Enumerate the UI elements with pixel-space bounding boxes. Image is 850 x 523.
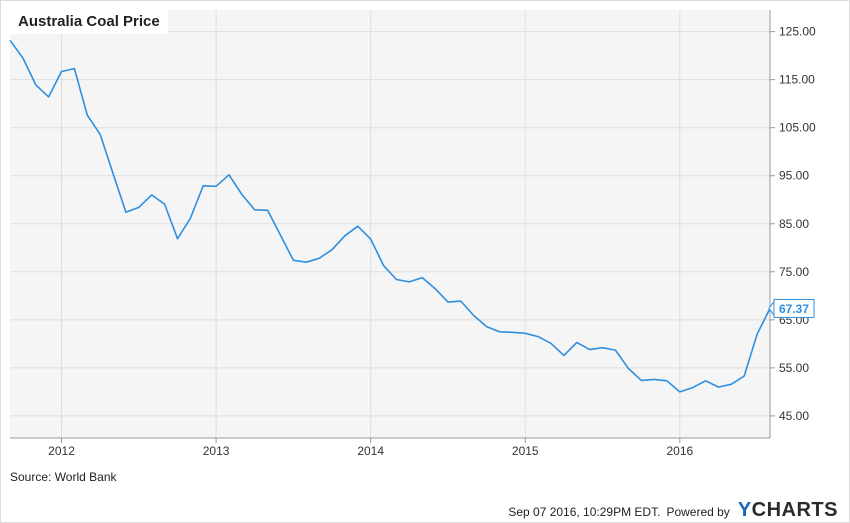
last-value-box [773,298,815,318]
timestamp: Sep 07 2016, 10:29PM EDT. [508,505,661,519]
y-tick-label: 115.00 [779,73,815,87]
x-tick-label: 2015 [512,444,539,458]
chart-title: Australia Coal Price [10,10,168,34]
last-value-label: 67.37 [779,302,809,316]
y-tick-label: 105.00 [779,121,816,135]
footer-attribution: Sep 07 2016, 10:29PM EDT. Powered by YCH… [508,499,838,522]
source-label: Source: World Bank [10,470,117,484]
y-tick-label: 75.00 [779,265,809,279]
x-tick-label: 2014 [357,444,384,458]
y-tick-label: 125.00 [779,25,816,39]
y-tick-label: 85.00 [779,217,809,231]
y-tick-label: 45.00 [779,409,809,423]
x-tick-label: 2013 [203,444,230,458]
powered-by-label: Powered by [666,505,730,519]
x-tick-label: 2012 [48,444,75,458]
y-tick-label: 95.00 [779,169,809,183]
series-line [9,39,771,393]
y-tick-label: 55.00 [779,361,809,375]
ycharts-logo[interactable]: YCHARTS [737,499,838,521]
x-tick-label: 2016 [666,444,693,458]
